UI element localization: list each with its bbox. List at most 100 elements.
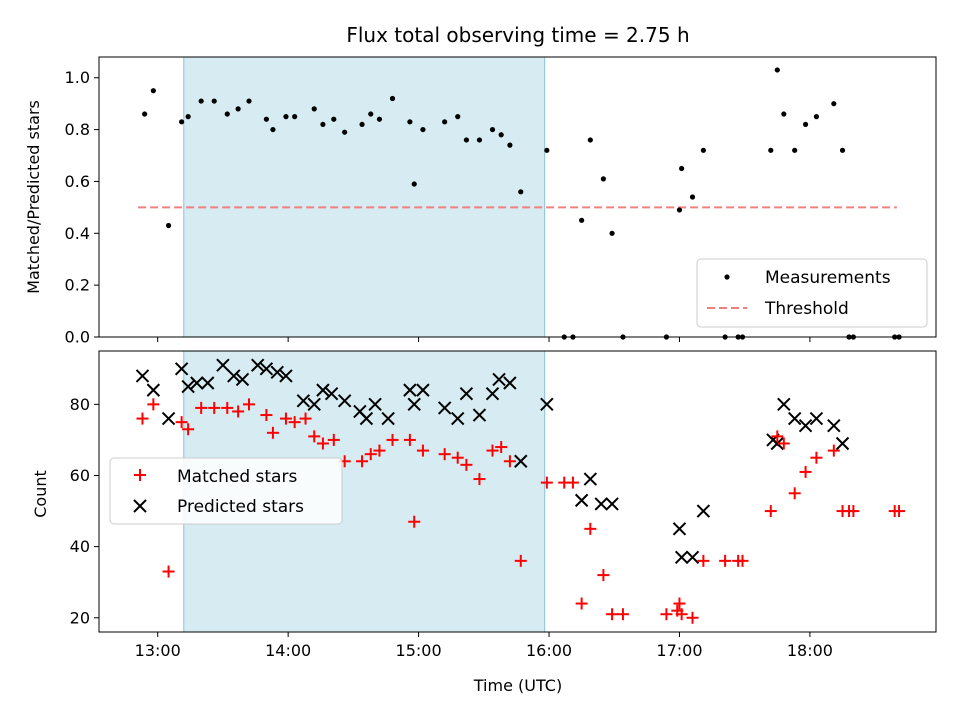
predicted-stars-point	[770, 436, 785, 451]
predicted-stars-point	[403, 383, 417, 397]
measurement-point	[342, 129, 348, 135]
predicted-stars-point	[161, 411, 176, 426]
measurement-point	[376, 116, 383, 122]
measurement-point	[676, 207, 683, 213]
matched-stars-point	[566, 476, 579, 489]
matched-stars-point	[486, 444, 499, 457]
measurement-point	[518, 189, 524, 195]
legend-matched-marker	[134, 469, 146, 481]
bottom-x-tick-label: 16:00	[526, 641, 572, 660]
matched-stars-point	[416, 444, 429, 457]
measurement-point	[442, 119, 448, 125]
measurement-point	[359, 121, 365, 128]
matched-stars-point	[673, 597, 686, 610]
predicted-stars-point	[809, 411, 824, 426]
matched-stars-point	[473, 473, 486, 486]
predicted-stars-point	[235, 372, 250, 387]
measurement-point	[179, 119, 185, 125]
measurement-point	[411, 181, 417, 187]
matched-stars-point	[308, 430, 321, 443]
bottom-x-tick-label: 18:00	[787, 641, 833, 660]
bottom-x-tick-label: 14:00	[265, 641, 311, 660]
measurement-point	[420, 126, 426, 133]
predicted-stars-point	[540, 397, 554, 412]
top-y-tick-label: 0.0	[65, 328, 90, 347]
bottom-y-tick-label: 40	[70, 537, 90, 556]
measurement-point	[679, 165, 685, 172]
top-y-tick-label: 1.0	[65, 68, 90, 87]
matched-stars-point	[503, 455, 516, 468]
measurement-point	[802, 121, 809, 128]
measurement-point	[407, 119, 413, 125]
predicted-stars-point	[594, 497, 608, 511]
predicted-stars-point	[146, 383, 161, 397]
measurement-point	[768, 147, 774, 153]
bottom-y-axis-label: Count	[31, 470, 50, 518]
predicted-stars-point	[787, 411, 802, 426]
top-y-tick-label: 0.2	[65, 276, 90, 295]
matched-stars-point	[451, 451, 464, 464]
measurement-point	[283, 114, 289, 120]
matched-stars-point	[575, 597, 588, 610]
matched-stars-point	[279, 412, 292, 425]
matched-stars-point	[697, 554, 710, 567]
predicted-stars-point	[359, 411, 374, 426]
measurement-point	[579, 217, 585, 223]
measurement-point	[792, 147, 798, 153]
measurement-point	[311, 106, 317, 112]
predicted-stars-point	[503, 376, 517, 390]
matched-stars-point	[764, 505, 777, 518]
measurement-point	[455, 114, 461, 120]
predicted-stars-point	[279, 369, 293, 383]
measurement-point	[185, 114, 191, 120]
top-axes-frame	[98, 56, 937, 338]
measurement-point	[389, 95, 396, 102]
measurement-point	[142, 111, 148, 117]
predicted-stars-point	[259, 362, 274, 376]
matched-stars-point	[788, 487, 801, 500]
measurement-point	[781, 111, 787, 117]
bottom-y-tick-label: 80	[70, 395, 90, 414]
predicted-stars-point	[181, 379, 195, 394]
predicted-stars-point	[827, 418, 841, 433]
matched-stars-point	[403, 433, 416, 446]
bottom-x-tick-label: 15:00	[396, 641, 442, 660]
predicted-stars-point	[685, 550, 700, 565]
measurement-point	[463, 137, 470, 143]
predicted-stars-point	[485, 386, 500, 401]
matched-stars-point	[777, 437, 790, 450]
predicted-stars-point	[451, 411, 465, 426]
measurement-point	[774, 67, 780, 73]
top-legend: Measurements Threshold	[696, 258, 928, 328]
matched-stars-point	[182, 423, 195, 436]
bottom-y-tick-label: 60	[70, 466, 90, 485]
predicted-stars-point	[492, 372, 506, 387]
matched-stars-point	[288, 416, 301, 429]
bottom-legend: Matched stars Predicted stars	[109, 457, 343, 525]
bottom-legend-box	[109, 457, 343, 525]
measurement-point	[609, 230, 615, 236]
measurement-point	[246, 98, 252, 104]
predicted-stars-point	[368, 397, 382, 412]
matched-stars-point	[408, 515, 421, 528]
measurement-point	[165, 222, 172, 229]
measurement-point	[235, 106, 241, 112]
predicted-stars-point	[674, 550, 689, 565]
bottom-axes-frame	[98, 350, 937, 633]
measurement-point	[507, 142, 513, 148]
measurement-point	[331, 116, 337, 122]
matched-stars-point	[260, 409, 273, 422]
matched-stars-point	[810, 451, 823, 464]
measurement-point	[476, 137, 483, 143]
predicted-stars-point	[200, 376, 215, 390]
matched-stars-point	[208, 401, 221, 414]
matched-stars-point	[719, 554, 732, 567]
matched-stars-point	[195, 401, 208, 414]
matched-stars-point	[686, 611, 699, 624]
predicted-stars-point	[381, 411, 395, 426]
matched-stars-point	[616, 608, 629, 621]
predicted-stars-point	[337, 394, 352, 408]
matched-stars-point	[327, 433, 340, 446]
matched-stars-point	[660, 608, 673, 621]
measurement-point	[263, 116, 269, 122]
